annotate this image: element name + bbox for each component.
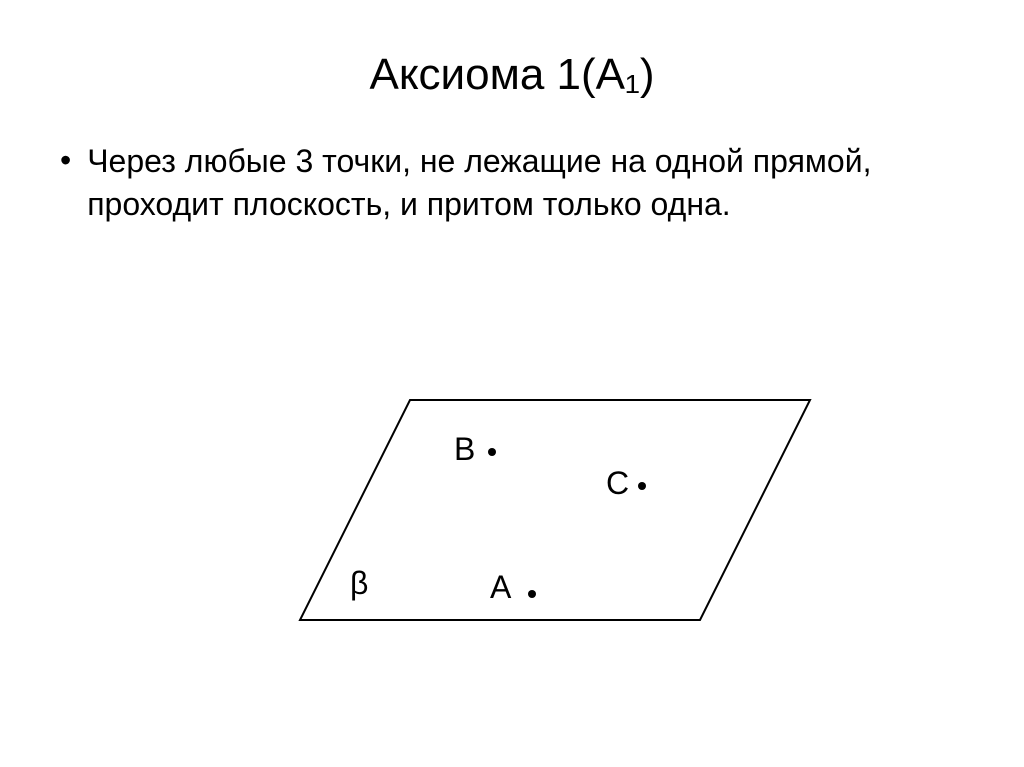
plane-label: β (350, 565, 368, 601)
point-B (488, 448, 496, 456)
statement-block: • Через любые 3 точки, не лежащие на одн… (0, 100, 1024, 226)
point-C (638, 482, 646, 490)
geometry-diagram: В С А β (200, 360, 820, 680)
point-A (528, 590, 536, 598)
plane-shape (300, 400, 810, 620)
diagram-svg: В С А β (200, 360, 820, 680)
point-B-label: В (454, 431, 475, 467)
bullet-icon: • (60, 140, 71, 182)
axiom-statement: Через любые 3 точки, не лежащие на одной… (87, 140, 964, 226)
point-C-label: С (606, 465, 629, 501)
point-A-label: А (490, 569, 512, 605)
page-title: Аксиома 1(А₁) (0, 0, 1024, 100)
